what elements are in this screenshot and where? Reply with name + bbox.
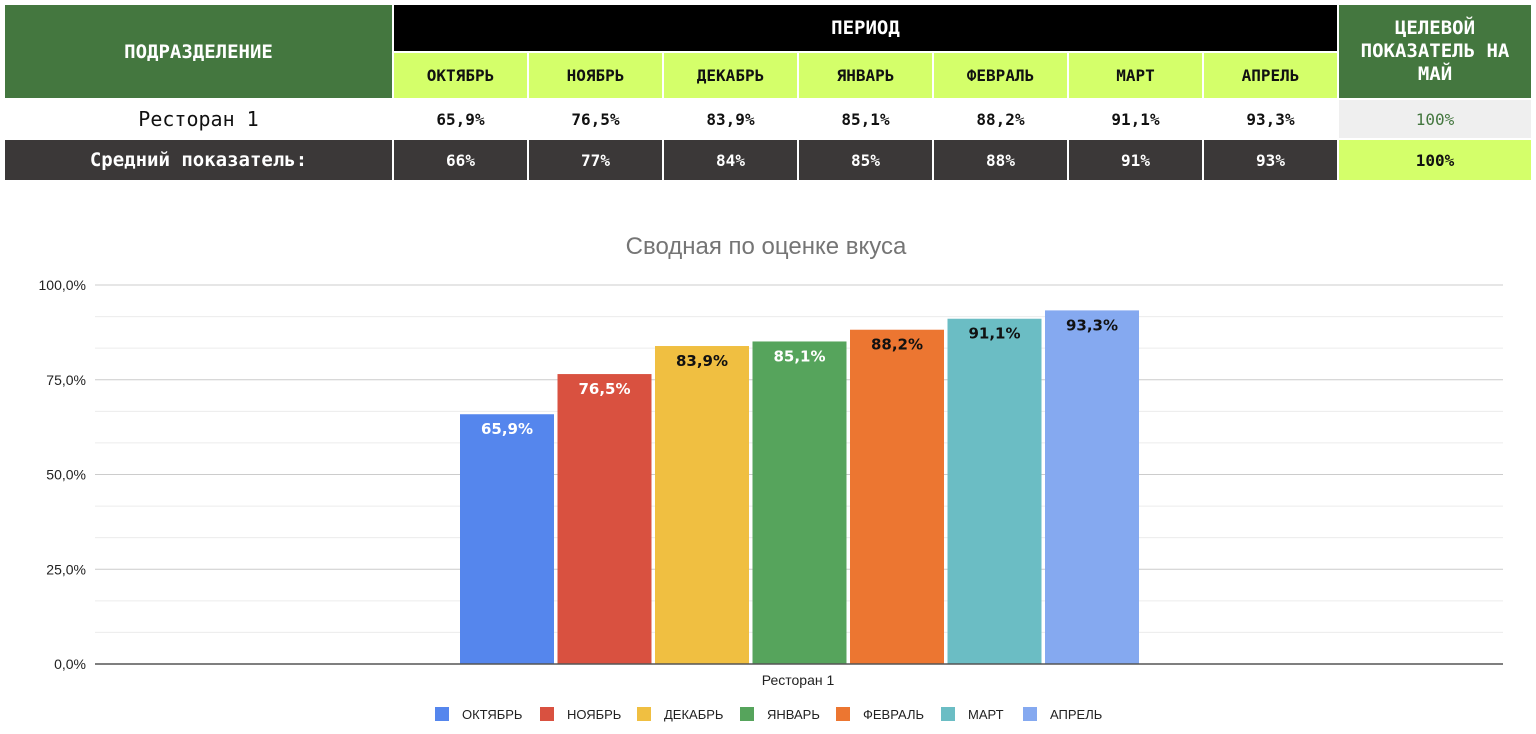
legend-entry: ДЕКАБРЬ [664,707,723,722]
y-axis-ticks: 0,0% 25,0% 50,0% 75,0% 100,0% [39,277,86,672]
bar-4 [752,341,847,664]
x-category-label: Ресторан 1 [762,672,835,688]
bar-5 [850,329,944,664]
legend-swatch [941,707,955,721]
bar-6 [947,318,1042,664]
bar-7 [1045,310,1139,664]
bar-labels: 65,9% 76,5% 83,9% 85,1% 88,2% 91,1% 93,3% [481,316,1118,438]
legend-entry: ФЕВРАЛЬ [863,707,924,722]
row-value-oct: 65,9% [394,100,527,138]
y-tick-label: 25,0% [46,561,86,577]
month-header-feb: ФЕВРАЛЬ [934,53,1067,98]
bar-data-label: 88,2% [871,336,923,354]
row-value-dec: 83,9% [664,100,797,138]
header-unit: ПОДРАЗДЕЛЕНИЕ [5,5,392,98]
bar-data-label: 93,3% [1066,316,1118,334]
chart-canvas: Сводная по оценке вкуса 0,0% 25,0% 50,0% 75… [39,233,1503,722]
row-name: Ресторан 1 [5,100,392,138]
bars [460,310,1139,664]
chart-title: Сводная по оценке вкуса [626,233,907,260]
avg-value-oct: 66% [394,140,527,180]
avg-value-jan: 85% [799,140,932,180]
bar-data-label: 83,9% [676,352,728,370]
legend-swatch [836,707,850,721]
row-value-jan: 85,1% [799,100,932,138]
legend-entry: ЯНВАРЬ [767,707,820,722]
legend-swatch [540,707,554,721]
y-tick-label: 50,0% [46,467,86,483]
avg-value-mar: 91% [1069,140,1202,180]
header-target: ЦЕЛЕВОЙ ПОКАЗАТЕЛЬ НА МАЙ [1339,5,1531,98]
month-header-jan: ЯНВАРЬ [799,53,932,98]
bar-data-label: 65,9% [481,420,533,438]
legend-entry: НОЯБРЬ [567,707,621,722]
month-header-dec: ДЕКАБРЬ [664,53,797,98]
chart-legend: ОКТЯБРЬ НОЯБРЬ ДЕКАБРЬ ЯНВАРЬ ФЕВРАЛЬ МАРТ АПР… [435,707,1102,722]
row-value-mar: 91,1% [1069,100,1202,138]
legend-swatch [740,707,754,721]
bar-data-label: 85,1% [773,347,825,365]
avg-value-dec: 84% [664,140,797,180]
row-value-nov: 76,5% [529,100,662,138]
legend-swatch [1023,707,1037,721]
avg-target: 100% [1339,140,1531,180]
avg-value-nov: 77% [529,140,662,180]
row-target: 100% [1339,100,1531,138]
bar-3 [655,346,749,664]
bar-2 [557,374,652,664]
month-header-mar: МАРТ [1069,53,1202,98]
month-header-apr: АПРЕЛЬ [1204,53,1337,98]
legend-entry: МАРТ [968,707,1004,722]
legend-swatch [435,707,449,721]
row-value-apr: 93,3% [1204,100,1337,138]
taste-score-chart: Сводная по оценке вкуса 0,0% 25,0% 50,0% 75… [0,190,1536,734]
avg-label: Средний показатель: [5,140,392,180]
legend-entry: ОКТЯБРЬ [462,707,522,722]
y-tick-label: 0,0% [54,656,86,672]
bar-data-label: 91,1% [968,325,1020,343]
legend-swatch [637,707,651,721]
month-header-nov: НОЯБРЬ [529,53,662,98]
row-value-feb: 88,2% [934,100,1067,138]
bar-1 [460,414,554,664]
y-tick-label: 75,0% [46,372,86,388]
legend-entry: АПРЕЛЬ [1050,707,1102,722]
summary-table: ПОДРАЗДЕЛЕНИЕ ПЕРИОД ЦЕЛЕВОЙ ПОКАЗАТЕЛЬ … [5,5,1531,180]
avg-value-feb: 88% [934,140,1067,180]
month-header-oct: ОКТЯБРЬ [394,53,527,98]
y-tick-label: 100,0% [39,277,86,293]
bar-data-label: 76,5% [578,380,630,398]
avg-value-apr: 93% [1204,140,1337,180]
header-period: ПЕРИОД [394,5,1337,51]
